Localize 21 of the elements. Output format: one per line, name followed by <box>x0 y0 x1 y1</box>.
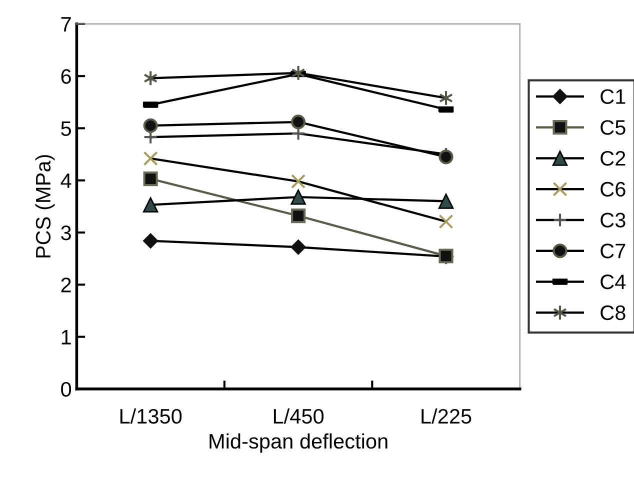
legend-label: C2 <box>600 150 626 166</box>
x-tick-label: L/225 <box>422 408 472 424</box>
legend-label: C5 <box>600 120 626 135</box>
y-tick-label: 6 <box>61 69 71 84</box>
y-tick-label: 2 <box>61 278 71 292</box>
y-tick-label: 5 <box>61 121 71 136</box>
y-tick-label: 0 <box>61 382 72 397</box>
legend-label: C7 <box>600 244 626 258</box>
x-axis-title: Mid-span deflection <box>210 433 388 453</box>
x-tick-label: L/450 <box>274 408 324 424</box>
legend-label: C8 <box>600 305 626 320</box>
y-tick-label: 1 <box>62 330 71 344</box>
legend-label: C6 <box>600 182 626 197</box>
legend-label: C4 <box>600 274 626 290</box>
x-tick-label: L/1350 <box>120 408 182 424</box>
y-tick-label: 7 <box>61 17 71 32</box>
y-tick-label: 4 <box>60 174 72 188</box>
y-axis-title: PCS (MPa) <box>35 155 55 258</box>
y-tick-label: 3 <box>61 226 71 240</box>
legend-label: C3 <box>600 212 626 228</box>
legend-label: C1 <box>600 89 626 104</box>
